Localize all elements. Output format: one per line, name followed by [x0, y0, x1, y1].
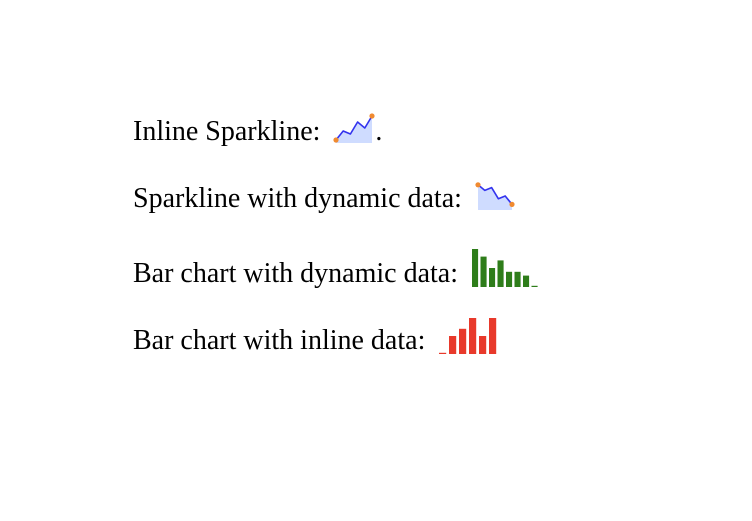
- dynamic-bar-chart: [472, 249, 538, 287]
- dynamic-sparkline-label: Sparkline with dynamic data:: [133, 183, 462, 214]
- inline-bar-row: Bar chart with inline data:: [133, 311, 733, 356]
- bar: [449, 336, 457, 354]
- bar: [497, 260, 504, 287]
- sparkline-endpoint: [475, 182, 481, 188]
- dynamic-bar-row: Bar chart with dynamic data:: [133, 242, 733, 289]
- sparkline-line: [477, 184, 513, 205]
- dynamic-bar-label: Bar chart with dynamic data:: [133, 258, 458, 289]
- inline-sparkline-row: Inline Sparkline: .: [133, 104, 733, 147]
- sparkline-endpoint: [369, 113, 376, 119]
- bar: [439, 352, 447, 354]
- inline-sparkline-suffix: .: [375, 116, 383, 147]
- bar: [469, 318, 477, 354]
- bar: [489, 318, 497, 354]
- bar: [459, 328, 467, 354]
- inline-bar-label: Bar chart with inline data:: [133, 325, 426, 356]
- bar: [514, 271, 521, 287]
- bar: [480, 256, 487, 287]
- sparkline-endpoint: [509, 201, 515, 207]
- sparkline-demo: Inline Sparkline: . Sparkline with dynam…: [133, 104, 733, 380]
- inline-bar-chart: [439, 318, 497, 354]
- dynamic-sparkline-chart: [475, 182, 515, 210]
- bar: [479, 336, 487, 354]
- sparkline-area: [477, 184, 512, 210]
- bar: [489, 268, 496, 287]
- bar: [472, 249, 479, 287]
- bar: [506, 271, 513, 287]
- bar: [523, 275, 530, 287]
- inline-sparkline-label: Inline Sparkline:: [133, 116, 321, 147]
- sparkline-endpoint: [333, 137, 340, 143]
- dynamic-sparkline-row: Sparkline with dynamic data:: [133, 173, 733, 214]
- inline-sparkline-chart: [333, 113, 376, 143]
- bar: [531, 285, 538, 287]
- sparkline-line: [335, 115, 374, 141]
